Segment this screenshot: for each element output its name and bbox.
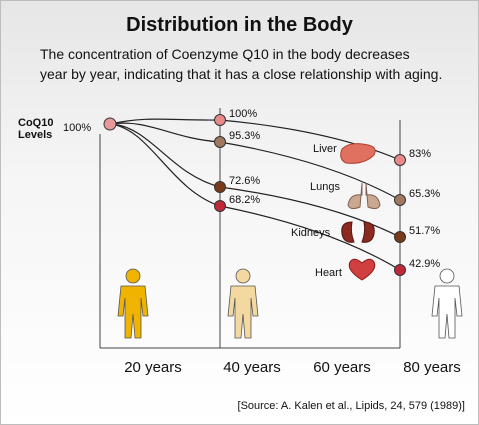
value-label-liver-40: 100% (229, 108, 257, 120)
series-line-lungs (109, 122, 401, 201)
x-tick-label-40: 40 years (223, 359, 281, 376)
point-heart-80 (394, 264, 406, 276)
ylabel-line-2: Levels (18, 129, 52, 141)
point-lungs-80 (394, 194, 406, 206)
value-label-kidneys-80: 51.7% (409, 225, 440, 237)
x-tick-label-60: 60 years (313, 359, 371, 376)
subtitle-line-1: The concentration of Coenzyme Q10 in the… (40, 46, 410, 62)
organ-label-heart: Heart (315, 267, 342, 279)
person-20-years-icon (117, 268, 149, 339)
start-point (103, 117, 117, 131)
liver-icon (340, 143, 376, 164)
organ-label-liver: Liver (313, 143, 337, 155)
point-lungs-40 (214, 136, 226, 148)
person-40-years-icon (227, 268, 259, 339)
heart-icon (348, 258, 376, 281)
kidneys-icon (341, 221, 375, 243)
chart-title: Distribution in the Body (126, 14, 353, 36)
organ-label-kidneys: Kidneys (291, 227, 331, 239)
point-heart-40 (214, 200, 226, 212)
value-label-lungs-80: 65.3% (409, 188, 440, 200)
chart-subtitle: The concentration of Coenzyme Q10 in the… (40, 44, 470, 84)
point-kidneys-80 (394, 231, 406, 243)
lungs-icon (347, 182, 381, 210)
x-tick-label-20: 20 years (124, 359, 182, 376)
x-tick-label-80: 80 years (403, 359, 461, 376)
y-start-label: 100% (63, 122, 91, 134)
person-80-years-icon (431, 268, 463, 339)
point-kidneys-40 (214, 181, 226, 193)
value-label-kidneys-40: 72.6% (229, 175, 260, 187)
subtitle-line-2: year by year, indicating that it has a c… (40, 66, 443, 82)
value-label-heart-40: 68.2% (229, 194, 260, 206)
point-liver-40 (214, 114, 226, 126)
organ-label-lungs: Lungs (310, 181, 340, 193)
value-label-lungs-40: 95.3% (229, 130, 260, 142)
ylabel-line-1: CoQ10 (18, 117, 53, 129)
value-label-liver-80: 83% (409, 148, 431, 160)
value-label-heart-80: 42.9% (409, 258, 440, 270)
source-citation: [Source: A. Kalen et al., Lipids, 24, 57… (237, 400, 465, 412)
point-liver-80 (394, 154, 406, 166)
